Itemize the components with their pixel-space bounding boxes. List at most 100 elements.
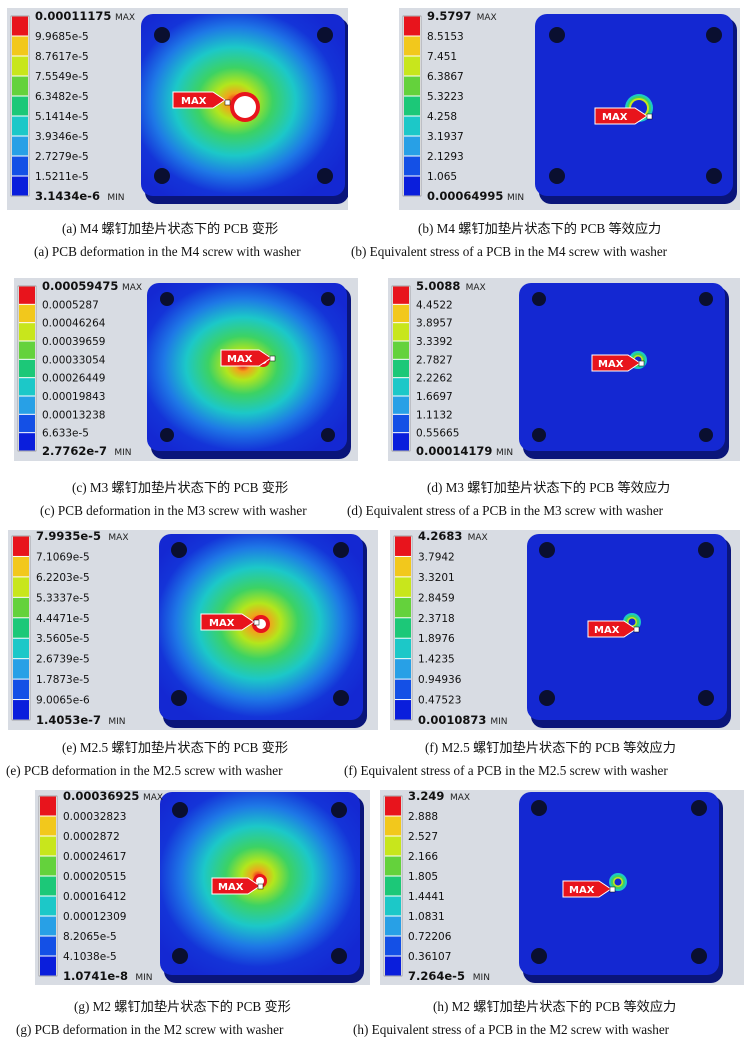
legend-value: 8.7617e-5 bbox=[35, 51, 89, 63]
legend-value: 0.00032823 bbox=[63, 811, 126, 823]
contour-plot-f: 4.2683 MAX 3.7942 3.3201 2.8459 2.3718 1.8976 1… bbox=[393, 530, 731, 728]
legend-value: 1.805 bbox=[408, 871, 438, 883]
legend-swatches-c bbox=[19, 286, 35, 451]
legend-value: 3.249 bbox=[408, 790, 444, 803]
legend-value: 2.2262 bbox=[416, 373, 453, 385]
legend-value: 1.0741e-8 bbox=[63, 969, 128, 983]
legend-values-e: 7.9935e-5 MAX 7.1069e-5 6.2203e-5 5.3337e-5 4… bbox=[36, 530, 128, 727]
panel-f: 4.2683 MAX 3.7942 3.3201 2.8459 2.3718 1.8976 1… bbox=[390, 530, 740, 730]
legend-value: 1.6697 bbox=[416, 391, 453, 403]
legend-swatch bbox=[40, 956, 56, 976]
contour-plot-b: 9.5797 MAX 8.5153 7.451 6.3867 5.3223 4.258 3.1… bbox=[402, 9, 737, 204]
legend-value: 0.00046264 bbox=[42, 318, 106, 330]
legend-value: 0.47523 bbox=[418, 695, 461, 707]
legend-swatch bbox=[19, 341, 35, 359]
caption-en-e: (e) PCB deformation in the M2.5 screw wi… bbox=[6, 763, 283, 778]
legend-max-tag: MAX bbox=[466, 283, 486, 293]
legend-swatch bbox=[385, 836, 401, 856]
legend-swatch bbox=[19, 433, 35, 451]
max-probe-label-d: MAX bbox=[598, 359, 624, 370]
legend-value: 3.1937 bbox=[427, 131, 464, 143]
legend-value: 2.6739e-5 bbox=[36, 654, 90, 666]
legend-swatch bbox=[395, 556, 411, 577]
legend-swatch bbox=[393, 414, 409, 433]
caption-cn-g: (g) M2 螺钉加垫片状态下的 PCB 变形 bbox=[74, 999, 291, 1014]
legend-value: 0.0005287 bbox=[42, 299, 99, 311]
legend-swatch bbox=[385, 816, 401, 836]
legend-swatch bbox=[19, 304, 35, 323]
legend-value: 5.3337e-5 bbox=[36, 592, 90, 604]
legend-swatch bbox=[40, 936, 56, 956]
legend-swatch bbox=[404, 176, 420, 196]
legend-value: 0.00019843 bbox=[42, 391, 105, 403]
legend-swatch bbox=[395, 618, 411, 638]
legend-value: 0.36107 bbox=[408, 951, 451, 963]
legend-value: 1.8976 bbox=[418, 633, 455, 645]
legend-min-tag: MIN bbox=[473, 973, 490, 983]
legend-e: 7.9935e-5 MAX 7.1069e-5 6.2203e-5 5.3337e-5 4… bbox=[11, 530, 128, 727]
contour-plot-e: 7.9935e-5 MAX 7.1069e-5 6.2203e-5 5.3337e-5 4… bbox=[11, 530, 367, 728]
legend-swatch bbox=[385, 896, 401, 916]
legend-value: 2.7279e-5 bbox=[35, 151, 89, 163]
legend-value: 0.00064995 bbox=[427, 189, 503, 203]
contour-plot-d: 5.0088 MAX 4.4522 3.8957 3.3392 2.7827 2.2262 1… bbox=[391, 279, 729, 459]
legend-swatches-g bbox=[40, 796, 56, 976]
legend-swatch bbox=[12, 156, 28, 176]
legend-b: 9.5797 MAX 8.5153 7.451 6.3867 5.3223 4.258 3.1… bbox=[402, 9, 524, 203]
legend-swatch bbox=[395, 679, 411, 700]
legend-a: 0.00011175 MAX 9.9685e-5 8.7617e-5 7.5549e-5… bbox=[10, 9, 135, 203]
legend-value: 0.00039659 bbox=[42, 336, 105, 348]
legend-swatch bbox=[13, 638, 29, 659]
legend-swatch bbox=[13, 597, 29, 618]
legend-value: 6.2203e-5 bbox=[36, 572, 90, 584]
legend-swatch bbox=[404, 116, 420, 136]
legend-value: 0.00014179 bbox=[416, 444, 492, 458]
legend-swatch bbox=[395, 536, 411, 556]
legend-value: 4.2683 bbox=[418, 530, 462, 543]
caption-en-f: (f) Equivalent stress of a PCB in the M2… bbox=[344, 763, 668, 778]
legend-value: 7.264e-5 bbox=[408, 969, 465, 983]
legend-value: 9.0065e-6 bbox=[36, 695, 90, 707]
legend-swatch bbox=[404, 156, 420, 176]
legend-swatch bbox=[12, 16, 28, 36]
max-probe-label-f: MAX bbox=[594, 625, 620, 636]
max-probe-label-c: MAX bbox=[227, 354, 253, 365]
legend-min-tag: MIN bbox=[135, 973, 152, 983]
legend-swatch bbox=[13, 659, 29, 679]
legend-swatch bbox=[40, 916, 56, 936]
legend-value: 1.4441 bbox=[408, 891, 445, 903]
legend-value: 0.00026449 bbox=[42, 373, 105, 385]
legend-value: 8.5153 bbox=[427, 31, 464, 43]
caption-en-d: (d) Equivalent stress of a PCB in the M3… bbox=[347, 503, 664, 518]
legend-max-tag: MAX bbox=[115, 13, 135, 23]
legend-max-tag: MAX bbox=[468, 533, 488, 543]
legend-swatch bbox=[13, 577, 29, 597]
panel-d: 5.0088 MAX 4.4522 3.8957 3.3392 2.7827 2.2262 1… bbox=[388, 278, 740, 461]
legend-value: 2.3718 bbox=[418, 613, 455, 625]
max-probe-b: MAX bbox=[594, 107, 653, 125]
legend-value: 0.0002872 bbox=[63, 831, 120, 843]
legend-min-tag: MIN bbox=[114, 448, 131, 458]
legend-swatches-f bbox=[395, 536, 411, 720]
legend-max-tag: MAX bbox=[477, 13, 497, 23]
legend-swatch bbox=[12, 36, 28, 56]
legend-min-tag: MIN bbox=[490, 717, 507, 727]
legend-swatch bbox=[40, 856, 56, 876]
max-probe-label-b: MAX bbox=[602, 112, 628, 123]
legend-value: 0.00013238 bbox=[42, 409, 105, 421]
legend-value: 2.166 bbox=[408, 851, 438, 863]
legend-value: 5.1414e-5 bbox=[35, 111, 89, 123]
legend-swatch bbox=[19, 323, 35, 341]
contour-plot-a: 0.00011175 MAX 9.9685e-5 8.7617e-5 7.5549e-5… bbox=[10, 9, 348, 204]
legend-swatch bbox=[13, 556, 29, 577]
legend-swatch bbox=[393, 323, 409, 341]
max-probe-h: MAX bbox=[562, 880, 616, 898]
legend-value: 0.55665 bbox=[416, 428, 459, 440]
legend-swatch bbox=[19, 414, 35, 433]
legend-swatch bbox=[385, 956, 401, 976]
legend-value: 0.00012309 bbox=[63, 911, 126, 923]
panel-b: 9.5797 MAX 8.5153 7.451 6.3867 5.3223 4.258 3.1… bbox=[399, 8, 740, 210]
legend-swatches-e bbox=[13, 536, 29, 720]
legend-swatches-a bbox=[12, 16, 28, 196]
legend-swatch bbox=[12, 116, 28, 136]
